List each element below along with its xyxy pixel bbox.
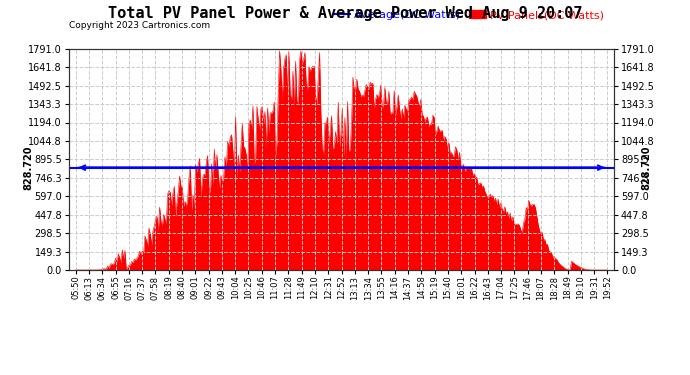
Text: Copyright 2023 Cartronics.com: Copyright 2023 Cartronics.com (69, 21, 210, 30)
Text: Total PV Panel Power & Average Power Wed Aug 9 20:07: Total PV Panel Power & Average Power Wed… (108, 6, 582, 21)
Text: 828.720: 828.720 (23, 146, 33, 190)
Text: 828.720: 828.720 (642, 146, 652, 190)
Legend: Average(DC Watts), PV Panels(DC Watts): Average(DC Watts), PV Panels(DC Watts) (328, 6, 609, 24)
